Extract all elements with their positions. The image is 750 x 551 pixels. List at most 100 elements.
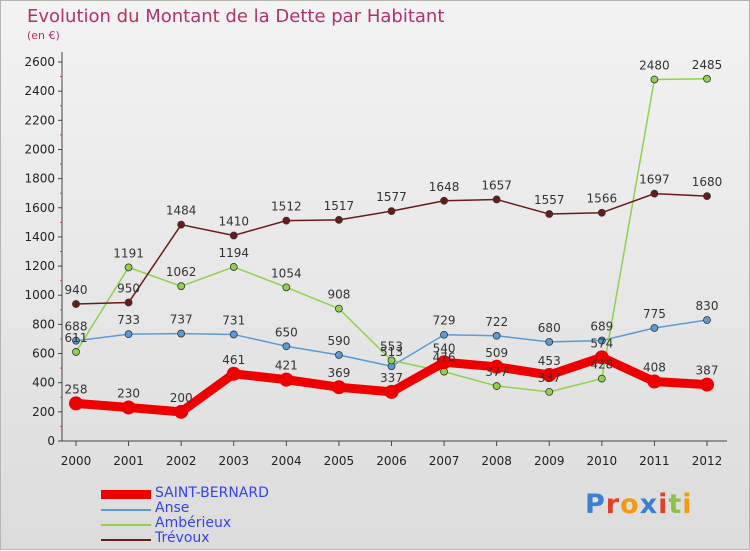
data-point-saintbernard [594,350,609,365]
data-label-trvoux: 1557 [534,193,565,207]
data-label-trvoux: 1680 [692,175,723,189]
data-point-anse [545,337,554,346]
data-label-saintbernard: 337 [380,371,403,385]
data-point-saintbernard [700,377,714,392]
data-point-ambrieux [387,356,396,365]
data-label-trvoux: 1648 [429,180,460,194]
data-label-anse: 590 [327,334,350,348]
x-tick-label: 2000 [61,454,92,468]
data-label-trvoux: 940 [65,283,88,297]
data-point-ambrieux [177,282,186,291]
data-label-anse: 650 [275,325,298,339]
data-point-trvoux [650,189,659,198]
legend-swatch-saint-bernard [101,490,151,499]
legend-label-saint-bernard: SAINT-BERNARD [155,485,269,501]
data-label-anse: 689 [590,320,613,334]
data-point-ambrieux [282,283,291,292]
data-point-trvoux [387,207,396,216]
data-point-ambrieux [124,263,133,272]
data-label-saintbernard: 574 [590,336,613,350]
y-tick-label: 800 [32,317,55,331]
data-point-trvoux [703,192,711,201]
data-label-ambrieux: 1054 [271,266,302,280]
data-point-anse [597,336,606,345]
y-tick-label: 2400 [24,84,55,98]
data-point-trvoux [177,220,186,229]
y-tick-label: 1200 [24,259,55,273]
chart-title: Evolution du Montant de la Dette par Hab… [27,6,445,27]
data-label-ambrieux: 1194 [218,246,249,260]
data-label-anse: 722 [485,315,508,329]
x-tick-label: 2008 [481,454,512,468]
x-tick-label: 2004 [271,454,302,468]
data-label-trvoux: 1410 [218,214,249,228]
data-point-saintbernard [542,367,557,382]
data-point-saintbernard [331,380,346,395]
data-point-anse [124,330,133,339]
legend-item-anse: Anse [101,500,341,517]
data-point-anse [650,324,659,332]
chart-unit: (en €) [27,29,60,42]
data-point-saintbernard [226,366,241,381]
data-label-trvoux: 1657 [481,178,512,192]
y-tick-label: 2000 [24,142,55,156]
data-point-ambrieux [545,387,554,396]
y-tick-label: 2200 [24,113,55,127]
data-point-ambrieux [597,374,606,383]
data-label-saintbernard: 387 [696,364,719,378]
data-label-ambrieux: 337 [538,371,561,385]
data-label-anse: 731 [222,313,245,327]
proxiti-logo: Proxiti [585,489,693,520]
data-label-ambrieux: 2480 [639,58,670,72]
data-label-trvoux: 1577 [376,190,407,204]
data-point-trvoux [597,208,606,217]
data-label-saintbernard: 369 [327,366,350,380]
legend-swatch-trevoux [101,539,151,541]
data-label-saintbernard: 421 [275,359,298,373]
y-tick-label: 1600 [24,201,55,215]
data-label-trvoux: 950 [117,282,140,296]
x-tick-label: 2009 [534,454,565,468]
data-point-trvoux [545,210,554,218]
data-point-anse [440,330,448,339]
data-point-saintbernard [384,384,399,399]
data-label-ambrieux: 553 [380,339,403,353]
data-point-anse [229,330,238,339]
legend-item-saint-bernard: SAINT-BERNARD [101,485,341,502]
data-label-anse: 688 [65,320,88,334]
y-tick-label: 1400 [24,230,55,244]
data-label-ambrieux: 377 [485,365,508,379]
y-tick-label: 200 [32,405,55,419]
legend-label-amberieux: Ambérieux [155,515,232,531]
data-point-ambrieux [703,74,711,83]
legend-label-anse: Anse [155,500,190,516]
y-tick-label: 1000 [24,288,55,302]
x-tick-label: 2002 [166,454,197,468]
legend-item-amberieux: Ambérieux [101,515,341,532]
data-label-ambrieux: 1062 [166,265,197,279]
data-point-trvoux [282,216,291,225]
data-label-anse: 513 [380,345,403,359]
data-label-saintbernard: 461 [222,353,245,367]
data-point-saintbernard [647,374,662,389]
x-tick-label: 2001 [113,454,144,468]
data-point-saintbernard [69,396,83,411]
data-label-anse: 737 [170,313,193,327]
data-point-ambrieux [229,263,238,271]
legend-label-trevoux: Trévoux [155,530,210,546]
data-point-anse [335,351,343,359]
x-tick-label: 2010 [587,454,618,468]
x-tick-label: 2007 [429,454,460,468]
data-label-trvoux: 1517 [324,199,355,213]
y-tick-label: 600 [32,347,55,361]
data-point-trvoux [229,231,238,240]
data-label-saintbernard: 509 [485,346,508,360]
data-label-anse: 729 [433,314,456,328]
data-point-saintbernard [174,404,189,419]
data-point-saintbernard [437,355,452,370]
data-label-ambrieux: 428 [590,358,613,372]
x-tick-label: 2003 [218,454,249,468]
data-point-ambrieux [650,75,659,84]
